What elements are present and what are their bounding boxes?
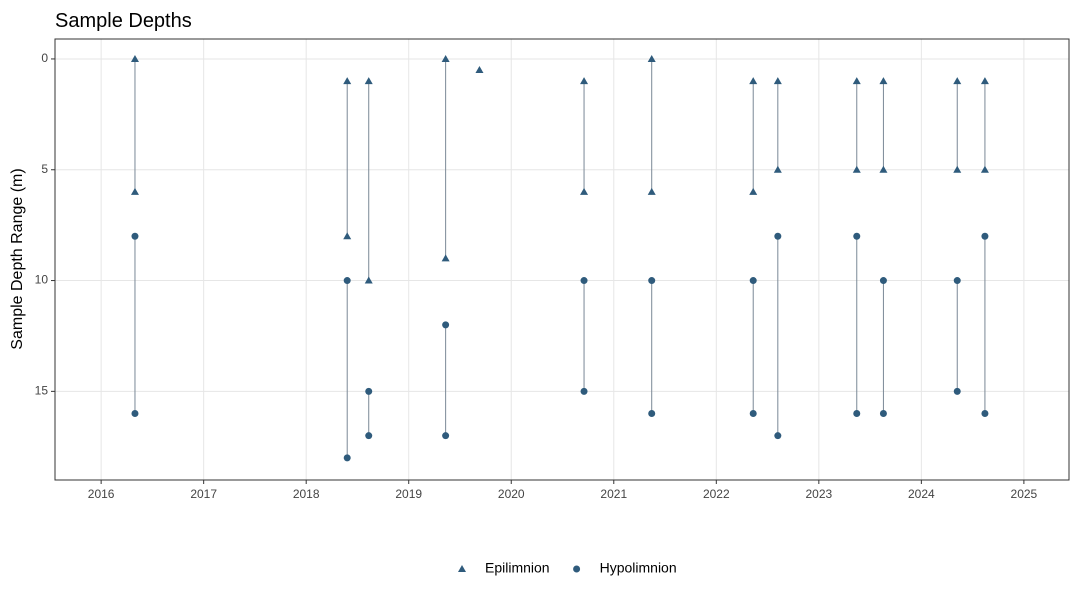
point: [364, 276, 373, 284]
point: [475, 66, 484, 74]
y-tick-label: 5: [41, 162, 48, 176]
point: [130, 187, 139, 195]
point: [647, 187, 656, 195]
point: [981, 232, 989, 240]
point: [364, 77, 373, 85]
point: [647, 54, 656, 62]
x-tick-label: 2023: [805, 487, 832, 501]
point: [853, 232, 861, 240]
point: [953, 387, 961, 395]
point: [580, 187, 589, 195]
point: [749, 277, 757, 285]
point: [343, 232, 352, 240]
x-tick-label: 2017: [190, 487, 217, 501]
point: [441, 254, 450, 262]
point: [442, 321, 450, 329]
point: [131, 232, 139, 240]
point: [980, 165, 989, 173]
point: [981, 410, 989, 418]
point: [343, 77, 352, 85]
point: [953, 165, 962, 173]
point: [442, 432, 450, 440]
point: [953, 77, 962, 85]
point: [648, 410, 656, 418]
point: [365, 432, 373, 440]
y-axis-title: Sample Depth Range (m): [9, 168, 26, 349]
point: [365, 387, 373, 395]
x-tick-label: 2024: [908, 487, 935, 501]
point: [980, 77, 989, 85]
point: [580, 77, 589, 85]
point: [852, 77, 861, 85]
point: [852, 165, 861, 173]
legend-label: Epilimnion: [485, 560, 550, 576]
x-tick-label: 2016: [88, 487, 115, 501]
point: [343, 454, 351, 462]
point: [580, 387, 588, 395]
point: [131, 410, 139, 418]
x-tick-label: 2020: [498, 487, 525, 501]
point: [648, 277, 656, 285]
plot-border: [54, 38, 1070, 481]
y-tick-label: 15: [35, 384, 49, 398]
point: [749, 410, 757, 418]
point: [774, 232, 782, 240]
y-tick-label: 10: [35, 273, 49, 287]
point: [879, 410, 887, 418]
point: [953, 277, 961, 285]
point: [879, 165, 888, 173]
point: [441, 54, 450, 62]
point: [879, 77, 888, 85]
point: [879, 277, 887, 285]
point: [580, 277, 588, 285]
x-tick-label: 2025: [1011, 487, 1038, 501]
x-tick-label: 2018: [293, 487, 320, 501]
x-tick-label: 2022: [703, 487, 730, 501]
point: [773, 77, 782, 85]
legend-swatch: [458, 565, 466, 572]
legend-swatch: [573, 565, 581, 573]
point: [343, 277, 351, 285]
point: [774, 432, 782, 440]
x-tick-label: 2021: [600, 487, 627, 501]
legend-label: Hypolimnion: [600, 560, 677, 576]
point: [749, 187, 758, 195]
x-tick-label: 2019: [395, 487, 422, 501]
point: [749, 77, 758, 85]
y-tick-label: 0: [41, 51, 48, 65]
point: [853, 410, 861, 418]
chart-title: Sample Depths: [55, 10, 192, 32]
point: [130, 54, 139, 62]
point: [773, 165, 782, 173]
